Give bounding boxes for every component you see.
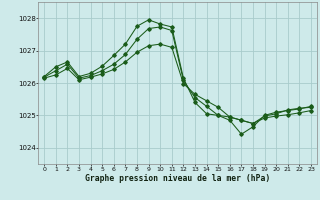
X-axis label: Graphe pression niveau de la mer (hPa): Graphe pression niveau de la mer (hPa): [85, 174, 270, 183]
